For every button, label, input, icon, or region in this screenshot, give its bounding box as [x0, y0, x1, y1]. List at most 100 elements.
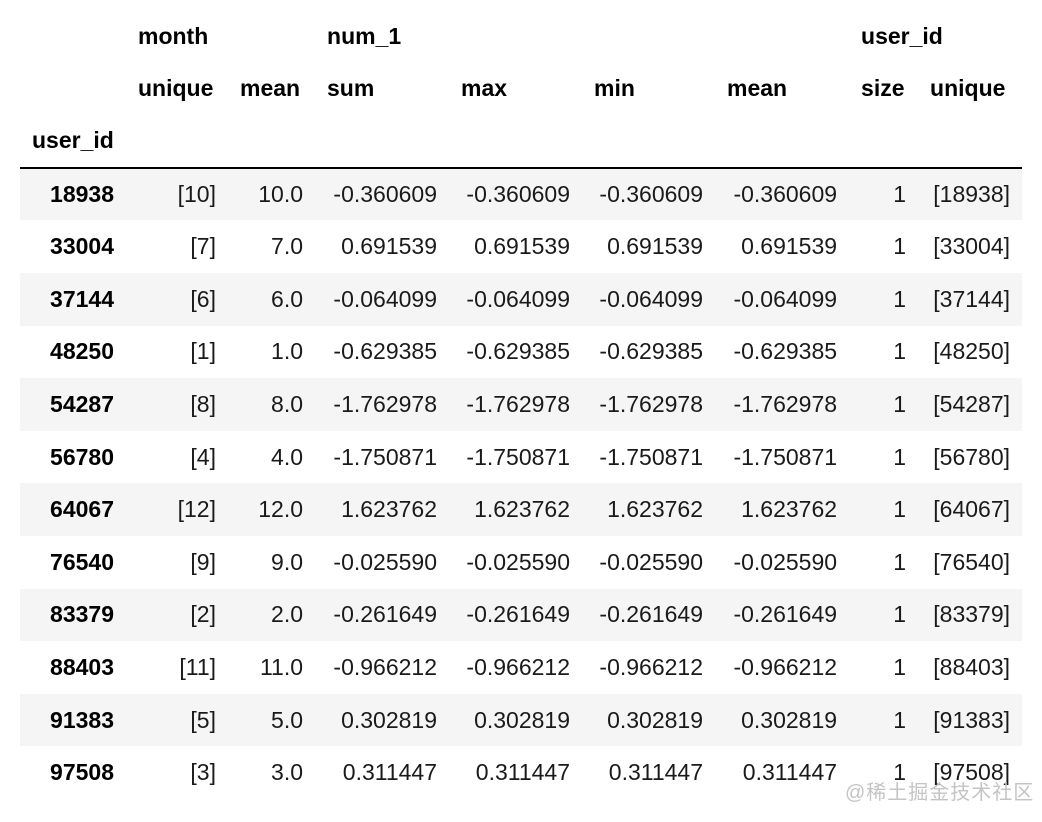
cell: -0.360609 [466, 181, 571, 208]
cell: 1 [893, 759, 907, 786]
index-name-header: user_id [32, 127, 114, 154]
cell: 2.0 [271, 601, 304, 628]
cell: 1 [893, 443, 907, 470]
cell: -0.966212 [333, 653, 438, 680]
cell: [48250] [933, 338, 1011, 365]
cell: [12] [177, 496, 216, 523]
cell: 0.691539 [474, 233, 571, 260]
agg-column-row: unique mean sum max min mean size unique [20, 63, 1022, 116]
table-row: 91383 [5] 5.0 0.302819 0.302819 0.302819 0.302… [20, 693, 1023, 747]
cell: 12.0 [258, 496, 304, 523]
cell: -0.966212 [599, 653, 704, 680]
cell: 0.302819 [741, 706, 838, 733]
cell: -0.064099 [333, 285, 438, 312]
cell: -0.629385 [599, 338, 704, 365]
column-header-month-mean: mean [240, 75, 301, 102]
cell: 5.0 [271, 706, 304, 733]
cell: -0.064099 [466, 285, 571, 312]
table-row: 37144 [6] 6.0 -0.064099 -0.064099 -0.064099 -0… [20, 272, 1023, 326]
table-row: 97508 [3] 3.0 0.311447 0.311447 0.311447 0.311… [20, 746, 1022, 799]
cell: [83379] [933, 601, 1011, 628]
table-row: 83379 [2] 2.0 -0.261649 -0.261649 -0.261649 -0… [20, 588, 1023, 642]
table-row: 56780 [4] 4.0 -1.750871 -1.750871 -1.750871 -1… [20, 431, 1022, 484]
header-spacer [849, 115, 918, 168]
cell: 1 [893, 496, 907, 523]
header-spacer [228, 115, 315, 168]
cell: -0.629385 [333, 338, 438, 365]
row-index: 76540 [50, 548, 114, 575]
header-spacer [315, 115, 449, 168]
cell: 1 [893, 338, 907, 365]
column-header-num1-sum: sum [327, 75, 375, 102]
header-spacer [918, 115, 1022, 168]
row-index: 48250 [50, 338, 114, 365]
cell: -0.629385 [466, 338, 571, 365]
table-row: 18938 [10] 10.0 -0.360609 -0.360609 -0.360609… [20, 167, 1023, 221]
column-header-userid-size: size [861, 75, 905, 102]
cell: [56780] [933, 443, 1011, 470]
cell: [97508] [933, 759, 1011, 786]
cell: [5] [190, 706, 216, 733]
row-index: 88403 [50, 653, 114, 680]
cell: [33004] [933, 233, 1011, 260]
header-spacer [20, 10, 126, 63]
cell: -0.966212 [466, 653, 571, 680]
cell: -0.360609 [733, 181, 838, 208]
cell: 1.0 [271, 338, 304, 365]
row-index: 18938 [50, 181, 114, 208]
cell: [76540] [933, 548, 1011, 575]
cell: [88403] [933, 653, 1011, 680]
header-spacer [715, 115, 849, 168]
column-header-month-unique: unique [138, 75, 214, 102]
cell: 1.623762 [341, 496, 438, 523]
cell: [2] [190, 601, 216, 628]
row-index: 91383 [50, 706, 114, 733]
cell: -0.360609 [599, 181, 704, 208]
cell: -0.261649 [333, 601, 438, 628]
cell: -0.025590 [599, 548, 704, 575]
cell: [10] [177, 181, 216, 208]
column-header-userid-unique: unique [930, 75, 1006, 102]
column-group-num-1: num_1 [327, 22, 402, 49]
column-group-row: month num_1 user_id [20, 10, 1022, 63]
header-spacer [582, 115, 715, 168]
cell: [18938] [933, 181, 1011, 208]
cell: -0.261649 [466, 601, 571, 628]
column-header-num1-max: max [461, 75, 508, 102]
row-index: 37144 [50, 285, 114, 312]
cell: [1] [190, 338, 216, 365]
cell: 11.0 [259, 653, 304, 680]
cell: 1 [893, 181, 907, 208]
cell: [8] [190, 390, 216, 417]
cell: 0.311447 [475, 759, 571, 786]
cell: -1.762978 [333, 390, 438, 417]
table-row: 48250 [1] 1.0 -0.629385 -0.629385 -0.629385 -0… [20, 326, 1022, 379]
cell: 3.0 [271, 759, 304, 786]
header-spacer [126, 115, 228, 168]
cell: [3] [190, 759, 216, 786]
cell: 1.623762 [474, 496, 571, 523]
cell: 0.302819 [341, 706, 438, 733]
cell: 4.0 [271, 443, 304, 470]
cell: 1 [893, 390, 907, 417]
column-header-num1-mean: mean [727, 75, 788, 102]
cell: [9] [190, 548, 216, 575]
cell: 0.311447 [742, 759, 838, 786]
cell: -0.261649 [599, 601, 704, 628]
cell: [64067] [933, 496, 1011, 523]
cell: [37144] [933, 285, 1011, 312]
dataframe-table: month num_1 user_id unique mean sum max … [20, 10, 1023, 799]
cell: 1 [893, 601, 907, 628]
cell: 9.0 [271, 548, 304, 575]
row-index: 97508 [50, 759, 114, 786]
cell: 8.0 [271, 390, 304, 417]
cell: -1.750871 [466, 443, 571, 470]
cell: 10.0 [258, 181, 304, 208]
column-group-user-id: user_id [861, 22, 943, 49]
cell: [54287] [933, 390, 1011, 417]
row-index: 56780 [50, 443, 114, 470]
cell: [6] [190, 285, 216, 312]
cell: 0.311447 [608, 759, 704, 786]
cell: 0.311447 [342, 759, 438, 786]
cell: 6.0 [271, 285, 304, 312]
